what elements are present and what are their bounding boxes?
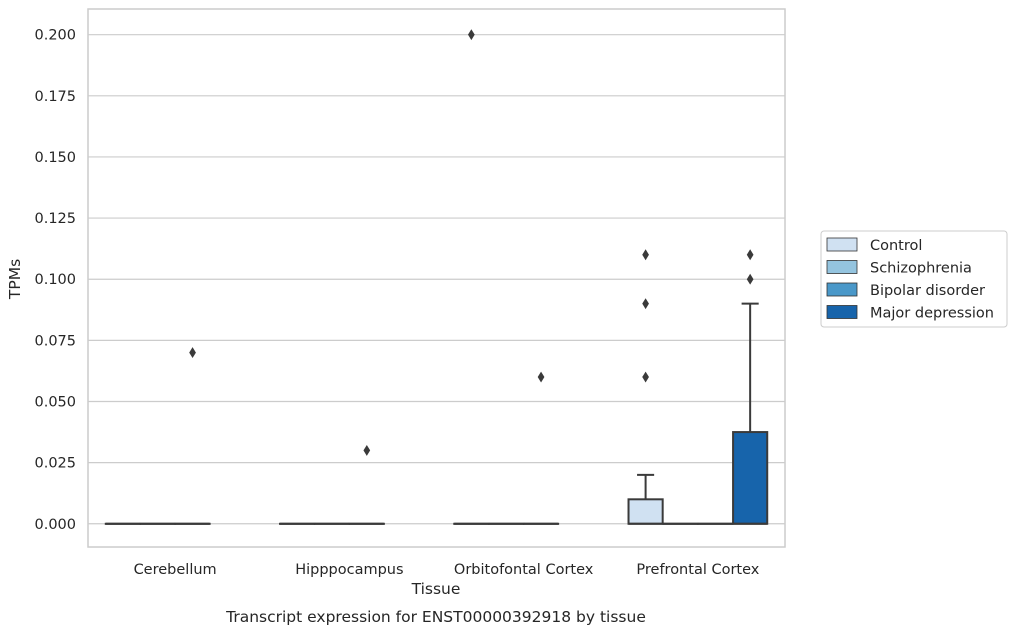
y-tick-label: 0.125 xyxy=(34,211,76,227)
y-tick-label: 0.075 xyxy=(34,333,76,349)
outlier-point xyxy=(642,249,649,261)
legend-label: Major depression xyxy=(870,306,994,322)
box-plot xyxy=(732,302,769,525)
legend-swatch xyxy=(826,237,858,252)
y-tick-label: 0.025 xyxy=(34,456,76,472)
gridlines xyxy=(88,34,785,525)
outlier-point xyxy=(746,249,754,261)
x-tick-label: Cerebellum xyxy=(134,562,217,578)
outlier-point xyxy=(537,371,545,383)
box xyxy=(627,498,664,525)
box-plot xyxy=(627,473,664,525)
legend-frame xyxy=(820,230,1008,328)
plot-frame xyxy=(87,8,786,548)
legend-label: Control xyxy=(870,238,922,254)
legend-swatch xyxy=(826,305,858,319)
y-tick-labels: 0.000 0.025 0.050 0.075 0.100 0.125 0.150 0.175… xyxy=(34,28,76,533)
boxes xyxy=(104,302,769,525)
chart-title: Transcript expression for ENST0000039291… xyxy=(225,608,646,626)
legend-swatch xyxy=(826,282,858,297)
x-tick-label: Hipppocampus xyxy=(295,562,403,578)
outliers xyxy=(189,29,754,456)
y-tick-label: 0.100 xyxy=(34,272,76,288)
legend-label: Bipolar disorder xyxy=(870,283,985,299)
x-tick-label: Prefrontal Cortex xyxy=(636,562,759,578)
y-axis-label: TPMs xyxy=(6,259,24,300)
legend-swatch xyxy=(826,260,858,274)
outlier-point xyxy=(189,347,196,359)
y-tick-label: 0.150 xyxy=(34,150,76,166)
outlier-point xyxy=(363,444,371,456)
y-tick-label: 0.175 xyxy=(34,89,76,105)
box xyxy=(732,431,769,525)
x-tick-label: Orbitofontal Cortex xyxy=(454,562,594,578)
x-tick-labels: Cerebellum Hipppocampus Orbitofontal Corte… xyxy=(134,562,760,578)
outlier-point xyxy=(642,298,649,310)
outlier-point xyxy=(642,371,649,383)
outlier-point xyxy=(746,273,754,285)
legend-label: Schizophrenia xyxy=(870,261,972,277)
outlier-point xyxy=(467,29,475,41)
legend: Control Schizophrenia Bipolar disorder Majo… xyxy=(820,230,1008,328)
x-axis-label: Tissue xyxy=(411,580,461,598)
y-tick-label: 0.200 xyxy=(34,28,76,44)
y-tick-label: 0.050 xyxy=(34,394,76,410)
y-tick-label: 0.000 xyxy=(34,517,76,533)
